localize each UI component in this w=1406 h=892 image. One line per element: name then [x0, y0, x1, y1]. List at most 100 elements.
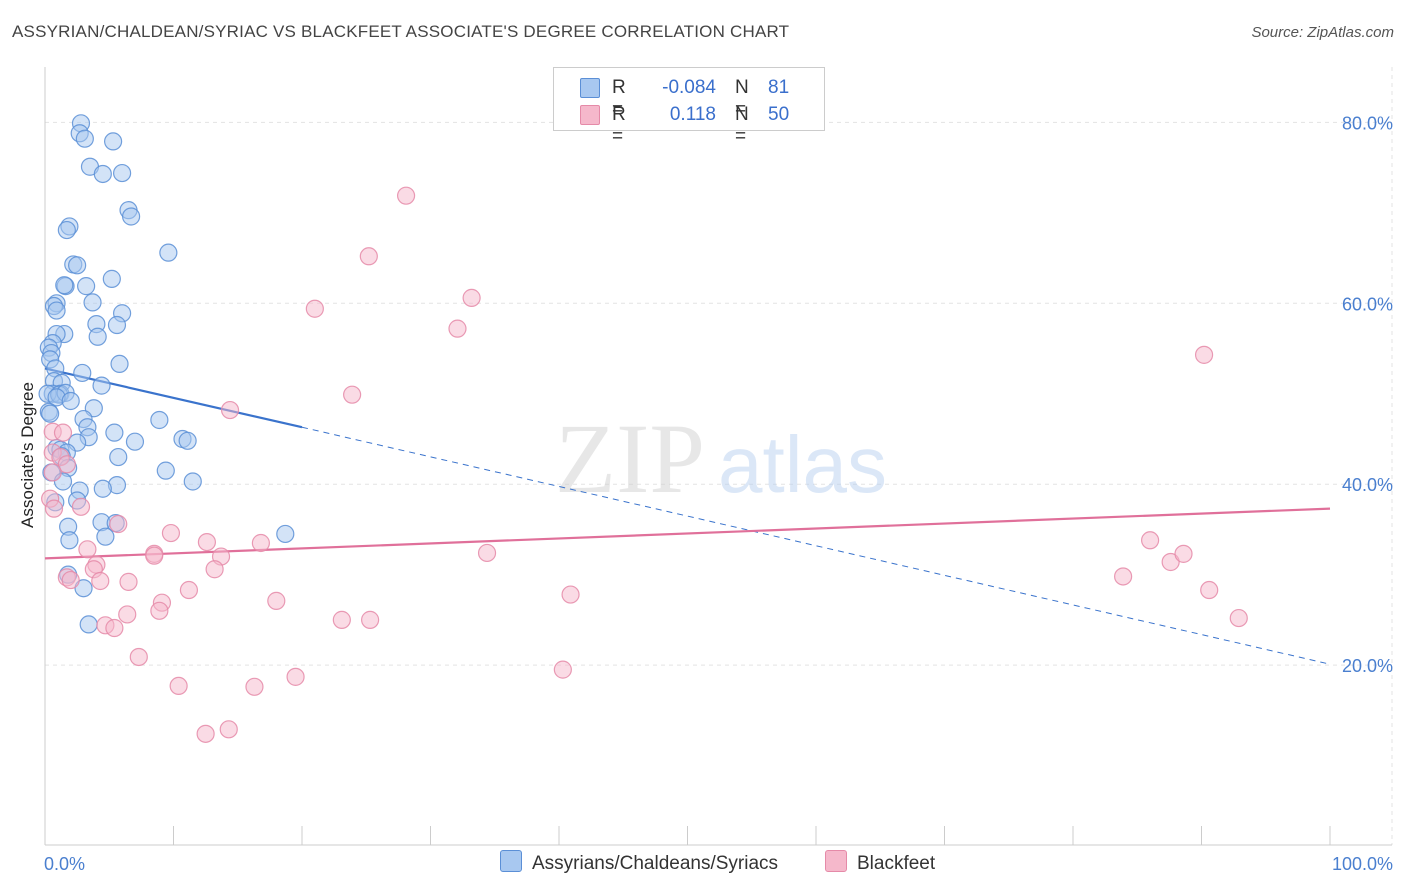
- legend-swatch-blue: [580, 78, 600, 98]
- point-assyrians: [68, 256, 87, 275]
- point-assyrians: [183, 472, 202, 491]
- point-blackfeet: [44, 499, 64, 518]
- point-blackfeet: [1194, 345, 1214, 364]
- point-blackfeet: [462, 288, 481, 307]
- point-assyrians: [178, 431, 197, 450]
- point-assyrians: [57, 220, 76, 240]
- legend-n-label: N =: [735, 104, 749, 147]
- point-assyrians: [156, 461, 175, 480]
- point-blackfeet: [161, 523, 181, 543]
- point-assyrians: [75, 129, 94, 148]
- point-blackfeet: [109, 514, 128, 534]
- point-blackfeet: [343, 385, 362, 404]
- point-blackfeet: [179, 580, 199, 600]
- point-blackfeet: [91, 571, 110, 591]
- bottom-legend-swatch-pink: [825, 850, 847, 872]
- point-assyrians: [104, 132, 123, 151]
- legend-swatch-pink: [580, 105, 600, 125]
- point-assyrians: [47, 301, 66, 320]
- point-assyrians: [125, 432, 145, 451]
- point-blackfeet: [53, 423, 73, 442]
- point-blackfeet: [150, 601, 169, 620]
- point-blackfeet: [332, 610, 351, 629]
- point-blackfeet: [561, 585, 580, 604]
- bottom-legend-blackfeet: Blackfeet: [825, 850, 935, 875]
- point-blackfeet: [196, 724, 215, 743]
- point-assyrians: [83, 293, 102, 312]
- point-blackfeet: [1200, 580, 1219, 600]
- point-blackfeet: [57, 455, 76, 474]
- point-blackfeet: [245, 677, 264, 696]
- point-blackfeet: [1140, 531, 1160, 550]
- legend-n-label: N =: [735, 77, 749, 120]
- point-assyrians: [109, 447, 128, 467]
- point-assyrians: [102, 269, 121, 288]
- point-blackfeet: [118, 605, 137, 624]
- bottom-legend-label: Blackfeet: [857, 853, 936, 874]
- point-assyrians: [41, 404, 60, 423]
- point-assyrians: [93, 164, 112, 184]
- point-assyrians: [150, 410, 169, 430]
- point-blackfeet: [1174, 544, 1193, 563]
- tick-labels: 20.0% 40.0% 60.0% 80.0% 0.0% 100.0%: [44, 113, 1393, 874]
- bottom-legend-assyrians: Assyrians/Chaldeans/Syriacs: [500, 850, 778, 875]
- y-tick-label: 60.0%: [1342, 294, 1393, 314]
- legend-n-value: 50: [768, 104, 790, 125]
- data-points: [38, 114, 1248, 743]
- point-assyrians: [112, 163, 132, 183]
- point-blackfeet: [169, 676, 188, 696]
- point-blackfeet: [361, 610, 380, 629]
- point-blackfeet: [43, 463, 62, 482]
- watermark-zip: ZIP: [555, 403, 705, 514]
- watermark-atlas: atlas: [718, 420, 887, 509]
- point-blackfeet: [477, 543, 497, 563]
- point-blackfeet: [359, 247, 378, 266]
- point-assyrians: [276, 524, 295, 544]
- point-assyrians: [55, 276, 74, 295]
- point-blackfeet: [305, 299, 324, 318]
- point-assyrians: [93, 479, 112, 498]
- source-label: Source: ZipAtlas.com: [1251, 24, 1394, 41]
- point-assyrians: [77, 277, 96, 296]
- point-blackfeet: [129, 647, 148, 667]
- point-blackfeet: [78, 540, 97, 559]
- legend-r-label: R =: [612, 77, 626, 120]
- point-assyrians: [74, 579, 93, 598]
- point-assyrians: [60, 531, 79, 550]
- point-assyrians: [88, 327, 107, 346]
- y-tick-label: 40.0%: [1342, 475, 1393, 495]
- legend-n-value: 81: [768, 77, 790, 98]
- point-blackfeet: [396, 186, 416, 205]
- chart-title: ASSYRIAN/CHALDEAN/SYRIAC VS BLACKFEET AS…: [12, 22, 790, 41]
- legend-r-label: R =: [612, 104, 626, 147]
- point-assyrians: [79, 615, 98, 634]
- y-tick-label: 20.0%: [1342, 656, 1393, 676]
- point-assyrians: [110, 354, 129, 374]
- correlation-legend: R = -0.084 N = 81 R = 0.118 N = 50: [553, 67, 825, 147]
- point-blackfeet: [448, 319, 467, 338]
- point-assyrians: [96, 527, 115, 546]
- trend-line-blackfeet: [44, 507, 1331, 560]
- point-assyrians: [61, 391, 80, 411]
- point-assyrians: [121, 207, 141, 226]
- legend-r-value: -0.084: [662, 77, 716, 98]
- point-blackfeet: [1114, 567, 1133, 586]
- point-blackfeet: [205, 560, 224, 579]
- point-blackfeet: [1161, 552, 1180, 572]
- point-blackfeet: [105, 618, 124, 638]
- point-blackfeet: [145, 546, 164, 565]
- point-blackfeet: [286, 667, 305, 686]
- point-assyrians: [159, 243, 178, 262]
- y-tick-label: 80.0%: [1342, 113, 1393, 133]
- point-blackfeet: [251, 533, 270, 553]
- point-blackfeet: [219, 720, 238, 739]
- point-blackfeet: [220, 400, 240, 420]
- point-assyrians: [105, 423, 124, 442]
- bottom-legend-swatch-blue: [500, 850, 522, 872]
- grid-lines: [45, 67, 1393, 845]
- point-blackfeet: [1229, 608, 1248, 628]
- point-blackfeet: [197, 532, 217, 552]
- point-blackfeet: [267, 591, 286, 610]
- point-blackfeet: [71, 497, 91, 516]
